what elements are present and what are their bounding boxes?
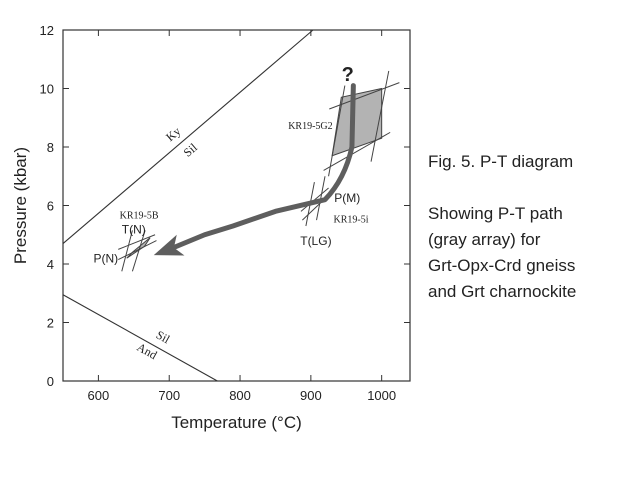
- isopleth-5b-2: [121, 230, 133, 272]
- label-kr19-5b: KR19-5B: [120, 211, 159, 222]
- phase-boundary-sil-and: [62, 294, 218, 382]
- y-axis-title: Pressure (kbar): [11, 147, 30, 264]
- figure-caption-line-1: Showing P-T path: [428, 204, 563, 223]
- phase-boundary-ky-sil: [62, 29, 314, 244]
- x-tick-label: 800: [229, 388, 251, 403]
- plot-layer: 600 700 800 900 1000 0 2 4 6 8 10 12 Temperature (°C…: [11, 23, 411, 432]
- figure-caption-line-3: Grt-Opx-Crd gneiss: [428, 256, 576, 275]
- x-tick-label: 700: [158, 388, 180, 403]
- y-tick-label: 2: [47, 316, 54, 331]
- field-kr19-5g2: [331, 87, 383, 157]
- label-p-m: P(M): [334, 191, 360, 205]
- isopleth-5b-3: [131, 230, 146, 272]
- isopleth-5g2-2: [328, 85, 346, 177]
- figure-caption-line-4: and Grt charnockite: [428, 282, 577, 301]
- label-kr19-5g2: KR19-5G2: [288, 121, 332, 132]
- figure-caption-line-2: (gray array) for: [428, 230, 541, 249]
- y-tick-label: 12: [40, 23, 54, 38]
- isopleth-5b-0: [118, 240, 157, 261]
- y-tick-label: 6: [47, 199, 54, 214]
- y-tick-label: 10: [40, 82, 54, 97]
- y-tick-label: 4: [47, 257, 54, 272]
- y-tick-label: 0: [47, 374, 54, 389]
- label-t-lg: T(LG): [300, 234, 331, 248]
- label-p-n: P(N): [93, 252, 118, 266]
- question-mark-label: ?: [342, 64, 354, 86]
- figure-caption-title: Fig. 5. P-T diagram: [428, 152, 574, 171]
- isopleth-5b-1: [118, 234, 156, 250]
- isopleth-5g2-3: [370, 70, 390, 162]
- x-tick-label: 600: [88, 388, 110, 403]
- x-tick-label: 900: [300, 388, 322, 403]
- field-kr19-5b: [126, 237, 151, 259]
- sil-label-upper: Sil: [181, 140, 201, 160]
- label-t-n: T(N): [122, 222, 146, 236]
- and-label: And: [135, 340, 160, 362]
- sil-label-lower: Sil: [154, 328, 173, 347]
- x-axis-title: Temperature (°C): [171, 413, 302, 432]
- isopleth-5g2-0: [323, 131, 391, 171]
- ky-label: Ky: [163, 124, 183, 144]
- x-tick-label: 1000: [367, 388, 396, 403]
- y-tick-label: 8: [47, 140, 54, 155]
- pt-path-arrowhead: [153, 234, 185, 256]
- plot-frame: [62, 29, 411, 382]
- pt-path-line: [166, 83, 356, 252]
- label-kr19-5i: KR19-5i: [334, 214, 369, 225]
